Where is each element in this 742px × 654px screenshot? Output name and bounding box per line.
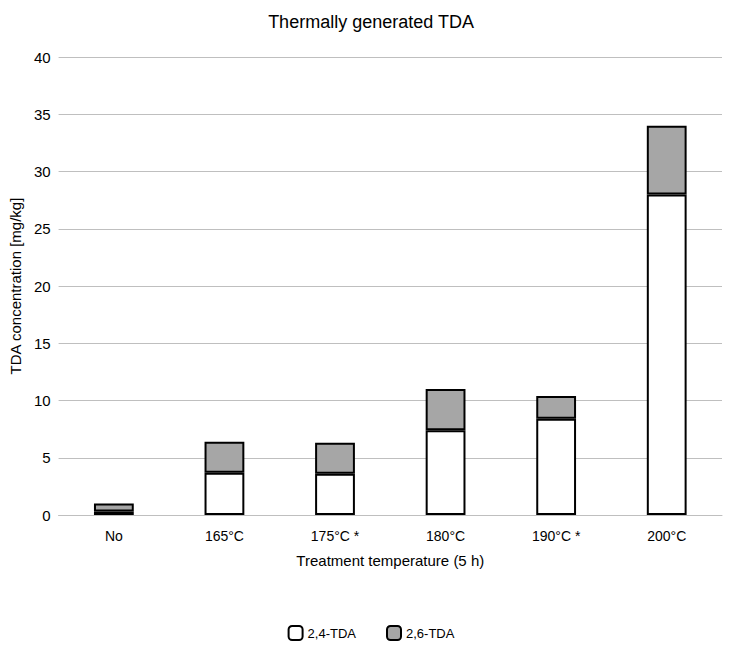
- svg-text:30: 30: [34, 163, 51, 180]
- svg-text:175°C *: 175°C *: [311, 528, 360, 544]
- svg-text:165°C: 165°C: [205, 528, 244, 544]
- svg-text:40: 40: [34, 49, 51, 66]
- svg-text:0: 0: [42, 507, 50, 524]
- svg-text:5: 5: [42, 449, 50, 466]
- svg-text:20: 20: [34, 278, 51, 295]
- svg-text:180°C: 180°C: [426, 528, 465, 544]
- svg-text:No: No: [105, 528, 123, 544]
- svg-text:2,6-TDA: 2,6-TDA: [406, 626, 455, 641]
- svg-text:10: 10: [34, 392, 51, 409]
- svg-text:190°C *: 190°C *: [532, 528, 581, 544]
- svg-text:Treatment temperature (5 h): Treatment temperature (5 h): [296, 552, 484, 569]
- svg-text:200°C: 200°C: [647, 528, 686, 544]
- svg-text:TDA concentration [mg/kg]: TDA concentration [mg/kg]: [7, 198, 24, 375]
- svg-text:15: 15: [34, 335, 51, 352]
- svg-text:Thermally generated TDA: Thermally generated TDA: [268, 12, 474, 32]
- svg-text:2,4-TDA: 2,4-TDA: [308, 626, 357, 641]
- svg-text:25: 25: [34, 220, 51, 237]
- svg-text:35: 35: [34, 106, 51, 123]
